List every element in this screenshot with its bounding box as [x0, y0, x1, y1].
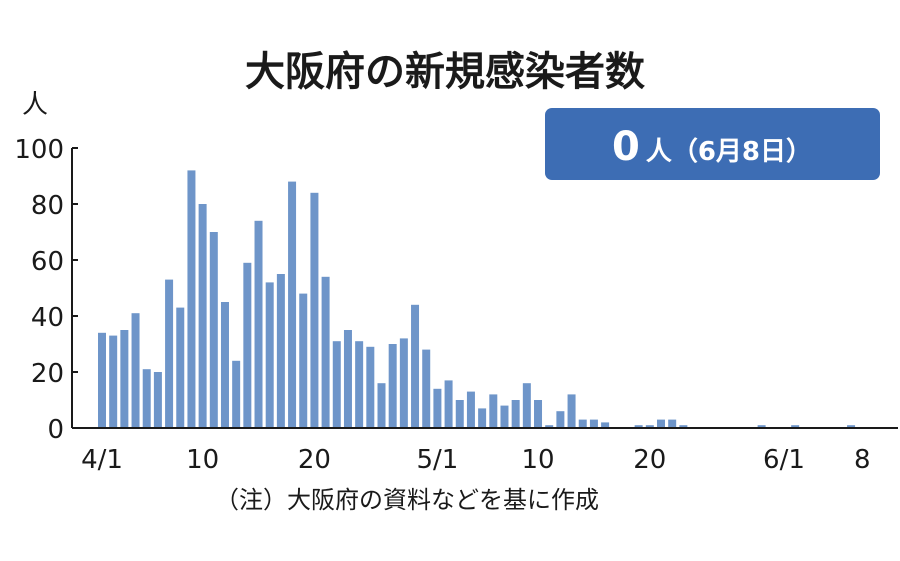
- bar: [534, 400, 543, 428]
- bar: [288, 181, 297, 428]
- bar: [332, 341, 341, 428]
- bar: [455, 400, 464, 428]
- bar: [220, 302, 229, 428]
- badge-unit-text: 人（6月8日）: [646, 137, 812, 167]
- bar: [679, 425, 688, 428]
- bar: [388, 344, 397, 428]
- bar: [120, 330, 129, 428]
- bar: [466, 391, 475, 428]
- bar: [522, 383, 531, 428]
- bar: [176, 307, 185, 428]
- x-tick-label: 10: [186, 445, 219, 475]
- bar: [578, 419, 587, 428]
- bar-series: [98, 170, 856, 428]
- bar: [98, 332, 106, 428]
- y-tick-label: 20: [31, 359, 64, 389]
- bar: [377, 383, 386, 428]
- bar: [668, 419, 677, 428]
- chart-title: 大阪府の新規感染者数: [245, 49, 645, 95]
- bar: [757, 425, 766, 428]
- bar: [399, 338, 408, 428]
- bar: [601, 422, 610, 428]
- bar: [310, 192, 319, 428]
- bar: [343, 330, 352, 428]
- bar: [243, 262, 252, 428]
- bar: [366, 346, 375, 428]
- badge-value: 0: [612, 124, 640, 170]
- x-axis: 4/1 10 20 5/1 10 20 6/1 8: [72, 427, 898, 475]
- bar: [299, 293, 308, 428]
- bar: [478, 408, 487, 428]
- x-tick-label: 5/1: [416, 445, 458, 475]
- x-tick-label: 4/1: [81, 445, 123, 475]
- svg-text:0人（6月8日）: 0 人（6月8日）: [612, 124, 812, 170]
- bar: [433, 388, 442, 428]
- bar: [265, 282, 274, 428]
- bar: [634, 425, 643, 428]
- x-tick-label: 20: [633, 445, 666, 475]
- bar: [791, 425, 800, 428]
- bar: [545, 425, 554, 428]
- bar: [153, 372, 162, 428]
- date-badge-background: [545, 108, 880, 180]
- bar: [556, 411, 565, 428]
- y-tick-label: 80: [31, 191, 64, 221]
- bar: [422, 349, 431, 428]
- x-tick-label: 20: [298, 445, 331, 475]
- bar: [109, 335, 118, 428]
- x-tick-label: 10: [521, 445, 554, 475]
- bar: [254, 220, 263, 428]
- y-axis-unit: 人: [22, 90, 48, 120]
- bar: [209, 232, 218, 428]
- y-tick-label: 40: [31, 303, 64, 333]
- bar: [165, 279, 174, 428]
- bar: [411, 304, 420, 428]
- bar: [567, 394, 576, 428]
- date-badge: 0 人（6月8日）: [545, 108, 880, 180]
- bar: [500, 405, 509, 428]
- bar: [187, 170, 196, 428]
- x-tick-label: 6/1: [763, 445, 805, 475]
- bar: [142, 369, 151, 428]
- bar: [198, 204, 207, 428]
- y-tick-label: 0: [47, 415, 64, 445]
- bar: [511, 400, 520, 428]
- bar: [131, 313, 140, 428]
- y-axis: 0 20 40 60 80 100: [14, 135, 73, 445]
- bar: [645, 425, 654, 428]
- bar: [355, 341, 364, 428]
- bar: [847, 425, 856, 428]
- bar: [276, 274, 285, 428]
- bar: [444, 380, 453, 428]
- bar: [232, 360, 241, 428]
- y-tick-label: 60: [31, 247, 64, 277]
- bar: [657, 419, 665, 428]
- y-tick-label: 100: [14, 135, 64, 165]
- bar: [321, 276, 330, 428]
- bar: [589, 419, 598, 428]
- x-tick-label: 8: [854, 445, 871, 475]
- source-note: （注）大阪府の資料などを基に作成: [215, 486, 599, 514]
- bar: [489, 394, 498, 428]
